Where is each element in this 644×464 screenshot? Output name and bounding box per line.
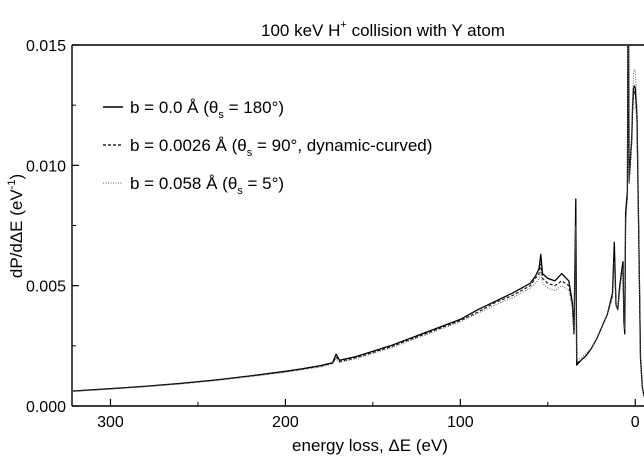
x-tick-label: 0 — [631, 414, 640, 431]
series-layer — [72, 45, 644, 397]
x-tick-label: 200 — [272, 414, 299, 431]
chart-title: 100 keV H+ collision with Y atom — [261, 19, 505, 40]
axis-ticks: 300 200 100 0 0.000 0.005 0.010 0.015 — [26, 38, 640, 431]
legend-label-3: b = 0.058 Å (θs = 5°) — [130, 174, 284, 197]
y-axis-label: dP/dΔE (eV-1) — [6, 174, 26, 278]
x-axis-label: energy loss, ΔE (eV) — [292, 436, 448, 455]
legend-item-1: b = 0.0 Å (θs = 180°) — [103, 98, 284, 121]
y-tick-label: 0.015 — [26, 38, 66, 55]
legend: b = 0.0 Å (θs = 180°) b = 0.0026 Å (θs =… — [103, 98, 432, 197]
legend-item-2: b = 0.0026 Å (θs = 90°, dynamic-curved) — [103, 136, 432, 159]
y-tick-label: 0.010 — [26, 158, 66, 175]
legend-label-2: b = 0.0026 Å (θs = 90°, dynamic-curved) — [130, 136, 432, 159]
legend-item-3: b = 0.058 Å (θs = 5°) — [103, 174, 284, 197]
legend-label-1: b = 0.0 Å (θs = 180°) — [130, 98, 284, 121]
y-tick-label: 0.000 — [26, 399, 66, 416]
x-tick-label: 100 — [447, 414, 474, 431]
x-tick-label: 300 — [97, 414, 124, 431]
y-tick-label: 0.005 — [26, 279, 66, 296]
